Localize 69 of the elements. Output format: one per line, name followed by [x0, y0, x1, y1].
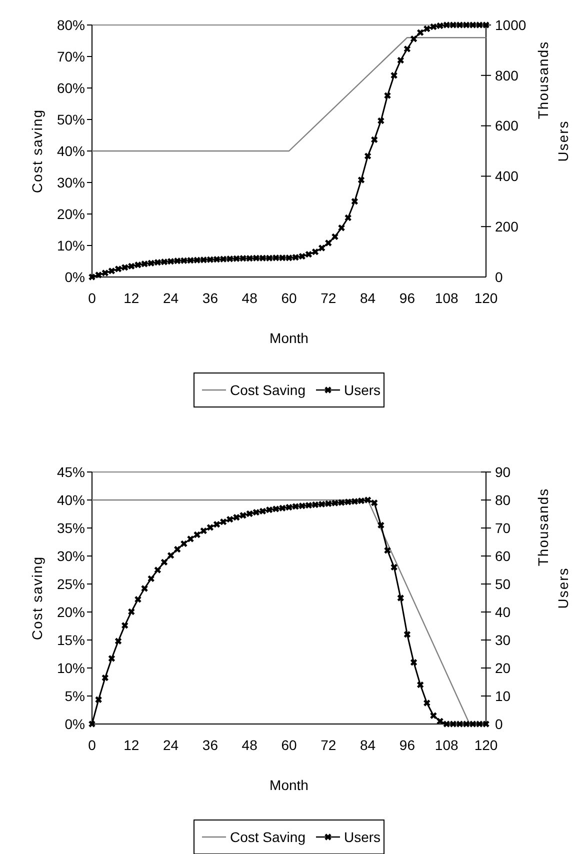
x-tick-label: 120: [474, 737, 498, 753]
y-tick-label: 40%: [56, 142, 85, 159]
y2-axis-title: Users: [555, 120, 571, 162]
x-tick-label: 72: [320, 737, 336, 753]
x-tick-label: 96: [399, 290, 416, 306]
y2-tick-label: 0: [495, 716, 503, 732]
y-tick-label: 40%: [56, 492, 85, 508]
x-axis-title: Month: [270, 330, 308, 346]
legend-label: Cost Saving: [230, 382, 306, 398]
y-tick-label: 50%: [56, 111, 85, 128]
y-axis-title: Cost saving: [29, 556, 45, 640]
y2-tick-label: 600: [495, 118, 519, 134]
x-tick-label: 0: [88, 290, 96, 306]
x-tick-label: 108: [434, 737, 458, 753]
x-tick-label: 84: [360, 290, 376, 306]
y2-tick-label: 0: [495, 268, 503, 285]
y-tick-label: 30%: [56, 548, 85, 564]
x-tick-label: 12: [124, 290, 140, 306]
x-tick-label: 36: [202, 290, 218, 306]
y2-tick-label: 800: [495, 67, 519, 84]
x-tick-label: 84: [360, 737, 376, 753]
text: Thousands: [535, 40, 551, 120]
y-tick-label: 10%: [56, 660, 85, 676]
y2-tick-label: 70: [495, 520, 511, 536]
y2-tick-label: 30: [495, 632, 511, 648]
y2-tick-label: 1000: [495, 16, 526, 33]
y-tick-label: 25%: [56, 576, 85, 592]
x-tick-label: 48: [242, 737, 258, 753]
y2-tick-label: 10: [495, 688, 511, 704]
x-tick-label: 60: [281, 737, 297, 753]
legend-label: Users: [344, 828, 381, 845]
y-tick-label: 15%: [56, 632, 85, 648]
x-tick-label: 120: [474, 290, 498, 306]
x-tick-label: 108: [434, 290, 458, 306]
legend-label: Users: [344, 382, 381, 398]
y-tick-label: 20%: [56, 604, 85, 620]
x-tick-label: 60: [281, 290, 297, 306]
y-tick-label: 60%: [56, 80, 85, 96]
y-tick-label: 80%: [56, 16, 85, 33]
x-tick-label: 24: [163, 290, 179, 306]
y2-tick-label: 20: [495, 660, 511, 676]
y2-tick-label: 200: [495, 218, 519, 234]
x-tick-label: 24: [163, 737, 179, 753]
y-tick-label: 70%: [56, 48, 85, 64]
legend-label: Cost Saving: [230, 828, 306, 845]
y-tick-label: 0%: [64, 716, 85, 732]
y-tick-label: 30%: [56, 174, 85, 190]
y2-tick-label: 90: [495, 464, 511, 480]
y-axis-title: Cost saving: [29, 108, 45, 194]
y2-tick-label: 50: [495, 576, 511, 592]
y-tick-label: 35%: [56, 520, 85, 536]
y-tick-label: 0%: [64, 268, 85, 285]
y-tick-label: 5%: [64, 688, 85, 704]
y2-tick-label: 400: [495, 168, 519, 184]
y2-axis-title: Users: [555, 567, 571, 609]
y-tick-label: 10%: [56, 237, 85, 254]
x-tick-label: 96: [399, 737, 416, 753]
text: Thousands: [535, 488, 551, 566]
y2-tick-label: 40: [495, 604, 511, 620]
y2-tick-label: 80: [495, 492, 511, 508]
x-tick-label: 0: [88, 737, 96, 753]
x-tick-label: 36: [202, 737, 218, 753]
x-tick-label: 48: [242, 290, 258, 306]
x-tick-label: 12: [124, 737, 140, 753]
y2-tick-label: 60: [495, 548, 511, 564]
x-tick-label: 72: [320, 290, 336, 306]
x-axis-title: Month: [270, 777, 308, 793]
y-tick-label: 45%: [56, 464, 85, 480]
y-tick-label: 20%: [56, 206, 85, 222]
